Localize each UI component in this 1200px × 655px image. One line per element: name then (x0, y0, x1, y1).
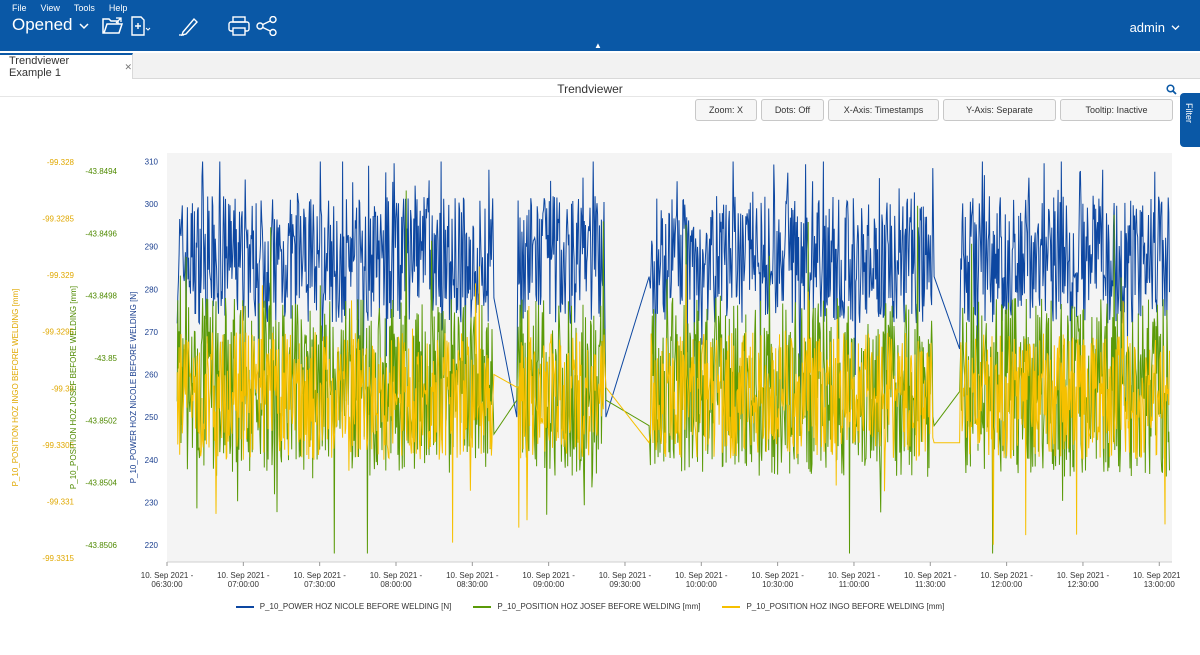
share-icon (256, 16, 277, 36)
y-tick-label: -43.8494 (85, 167, 117, 176)
chevron-down-icon (1171, 25, 1180, 31)
y-tick-label: -99.3285 (42, 215, 74, 224)
y-tick-label: 220 (145, 541, 159, 550)
y-tick-label: 300 (145, 200, 159, 209)
y-tick-label: -99.3295 (42, 328, 74, 337)
panel-title: Trendviewer (557, 82, 623, 96)
new-document-button[interactable] (130, 15, 152, 37)
y-tick-label: 280 (145, 285, 159, 294)
chevron-down-icon (78, 23, 89, 30)
y-tick-label: 290 (145, 243, 159, 252)
tab-label: Trendviewer Example 1 (9, 55, 70, 79)
legend-item-ingo[interactable]: P_10_POSITION HOZ INGO BEFORE WELDING [m… (722, 602, 944, 611)
y-axis-mode-button[interactable]: Y-Axis: Separate (943, 99, 1056, 121)
y-tick-label: -43.85 (94, 354, 117, 363)
x-tick-label: 10. Sep 2021 -09:00:00 (522, 571, 575, 589)
y-tick-label: -43.8506 (85, 541, 117, 550)
trend-chart[interactable]: 10. Sep 2021 -06:30:00 10. Sep 2021 -07:0… (0, 140, 1180, 600)
open-folder-button[interactable] (101, 15, 125, 37)
x-tick-label: 10. Sep 2021 -07:30:00 (293, 571, 346, 589)
series-layer (176, 161, 1170, 554)
menu-tools[interactable]: Tools (73, 3, 95, 13)
y-tick-label: -99.331 (47, 497, 75, 506)
y-tick-label: 230 (145, 498, 159, 507)
y-tick-label: -99.33 (51, 384, 74, 393)
series-line-1[interactable] (176, 161, 1170, 418)
y-tick-label: -99.328 (47, 158, 75, 167)
x-tick-label: 10. Sep 2021 -06:30:00 (141, 571, 194, 589)
x-tick-label: 10. Sep 2021 -11:00:00 (828, 571, 881, 589)
y-tick-label: -99.329 (47, 271, 75, 280)
tab-bar: Trendviewer Example 1 ✕ (0, 53, 1200, 79)
edit-button[interactable] (178, 15, 200, 37)
y-tick-label: 310 (145, 158, 159, 167)
y-tick-label: 240 (145, 456, 159, 465)
menu-bar: File View Tools Help (12, 3, 127, 13)
y-tick-label: 260 (145, 371, 159, 380)
y-axis-title: P_10_POSITION HOZ INGO BEFORE WELDING [m… (11, 289, 20, 487)
x-axis-mode-button[interactable]: X-Axis: Timestamps (828, 99, 939, 121)
user-name: admin (1129, 20, 1165, 35)
zoom-icon[interactable] (1166, 84, 1177, 95)
x-tick-label: 10. Sep 2021 -09:30:00 (599, 571, 652, 589)
print-button[interactable] (228, 15, 250, 37)
dots-toggle-button[interactable]: Dots: Off (761, 99, 824, 121)
close-icon[interactable]: ✕ (124, 61, 132, 72)
opened-label: Opened (12, 15, 73, 34)
y-tick-label: -99.3305 (42, 441, 74, 450)
zoom-mode-button[interactable]: Zoom: X (695, 99, 757, 121)
legend-swatch (235, 605, 254, 608)
x-tick-label: 10. Sep 2021 -07:00:00 (217, 571, 270, 589)
opened-dropdown[interactable]: Opened (12, 15, 89, 35)
pencil-icon (179, 17, 198, 36)
y-axis-title: P_10_POSITION HOZ JOSEF BEFORE WELDING [… (69, 286, 78, 489)
folder-open-icon (102, 17, 124, 34)
x-tick-label: 10. Sep 2021 -12:30:00 (1057, 571, 1110, 589)
axes-layer: 10. Sep 2021 -06:30:00 10. Sep 2021 -07:0… (11, 158, 1180, 589)
filter-label: Filter (1184, 103, 1194, 123)
legend-swatch (722, 605, 741, 608)
divider (0, 96, 1180, 97)
legend-item-power[interactable]: P_10_POWER HOZ NICOLE BEFORE WELDING [N] (235, 602, 452, 611)
y-tick-label: 270 (145, 328, 159, 337)
menu-file[interactable]: File (12, 3, 27, 13)
legend-label: P_10_POWER HOZ NICOLE BEFORE WELDING [N] (259, 602, 452, 611)
y-tick-label: 250 (145, 413, 159, 422)
x-tick-label: 10. Sep 2021 -13:00:00 (1133, 571, 1180, 589)
x-tick-label: 10. Sep 2021 -10:00:00 (675, 571, 728, 589)
x-tick-label: 10. Sep 2021 -11:30:00 (904, 571, 957, 589)
collapse-header-icon[interactable]: ▲ (594, 41, 602, 50)
legend-label: P_10_POSITION HOZ INGO BEFORE WELDING [m… (746, 602, 945, 611)
chart-legend: P_10_POWER HOZ NICOLE BEFORE WELDING [N]… (0, 602, 1180, 611)
y-tick-label: -43.8498 (85, 292, 117, 301)
user-menu[interactable]: admin (1130, 20, 1180, 35)
legend-swatch (473, 605, 492, 608)
printer-icon (228, 16, 250, 36)
app-header: File View Tools Help Opened ▲ admin (0, 0, 1200, 51)
share-button[interactable] (256, 15, 278, 37)
tab-trendviewer-example-1[interactable]: Trendviewer Example 1 ✕ (0, 53, 133, 79)
legend-item-josef[interactable]: P_10_POSITION HOZ JOSEF BEFORE WELDING [… (473, 602, 700, 611)
filter-panel-toggle[interactable]: Filter (1180, 93, 1200, 147)
x-tick-label: 10. Sep 2021 -10:30:00 (751, 571, 804, 589)
x-tick-label: 10. Sep 2021 -08:30:00 (446, 571, 499, 589)
x-tick-label: 10. Sep 2021 -08:00:00 (370, 571, 423, 589)
tooltip-toggle-button[interactable]: Tooltip: Inactive (1060, 99, 1173, 121)
menu-view[interactable]: View (40, 3, 60, 13)
y-tick-label: -99.3315 (42, 554, 74, 563)
x-tick-label: 10. Sep 2021 -12:00:00 (980, 571, 1033, 589)
add-document-icon (131, 16, 151, 36)
y-tick-label: -43.8496 (85, 229, 117, 238)
y-tick-label: -43.8504 (85, 479, 117, 488)
chart-toolbar: Zoom: X Dots: Off X-Axis: Timestamps Y-A… (695, 99, 1173, 121)
y-axis-title: P_10_POWER HOZ NICOLE BEFORE WELDING [N] (129, 292, 138, 484)
y-tick-label: -43.8502 (85, 416, 117, 425)
menu-help[interactable]: Help (108, 3, 128, 13)
legend-label: P_10_POSITION HOZ JOSEF BEFORE WELDING [… (497, 602, 701, 611)
series-line-3[interactable] (176, 264, 1170, 545)
